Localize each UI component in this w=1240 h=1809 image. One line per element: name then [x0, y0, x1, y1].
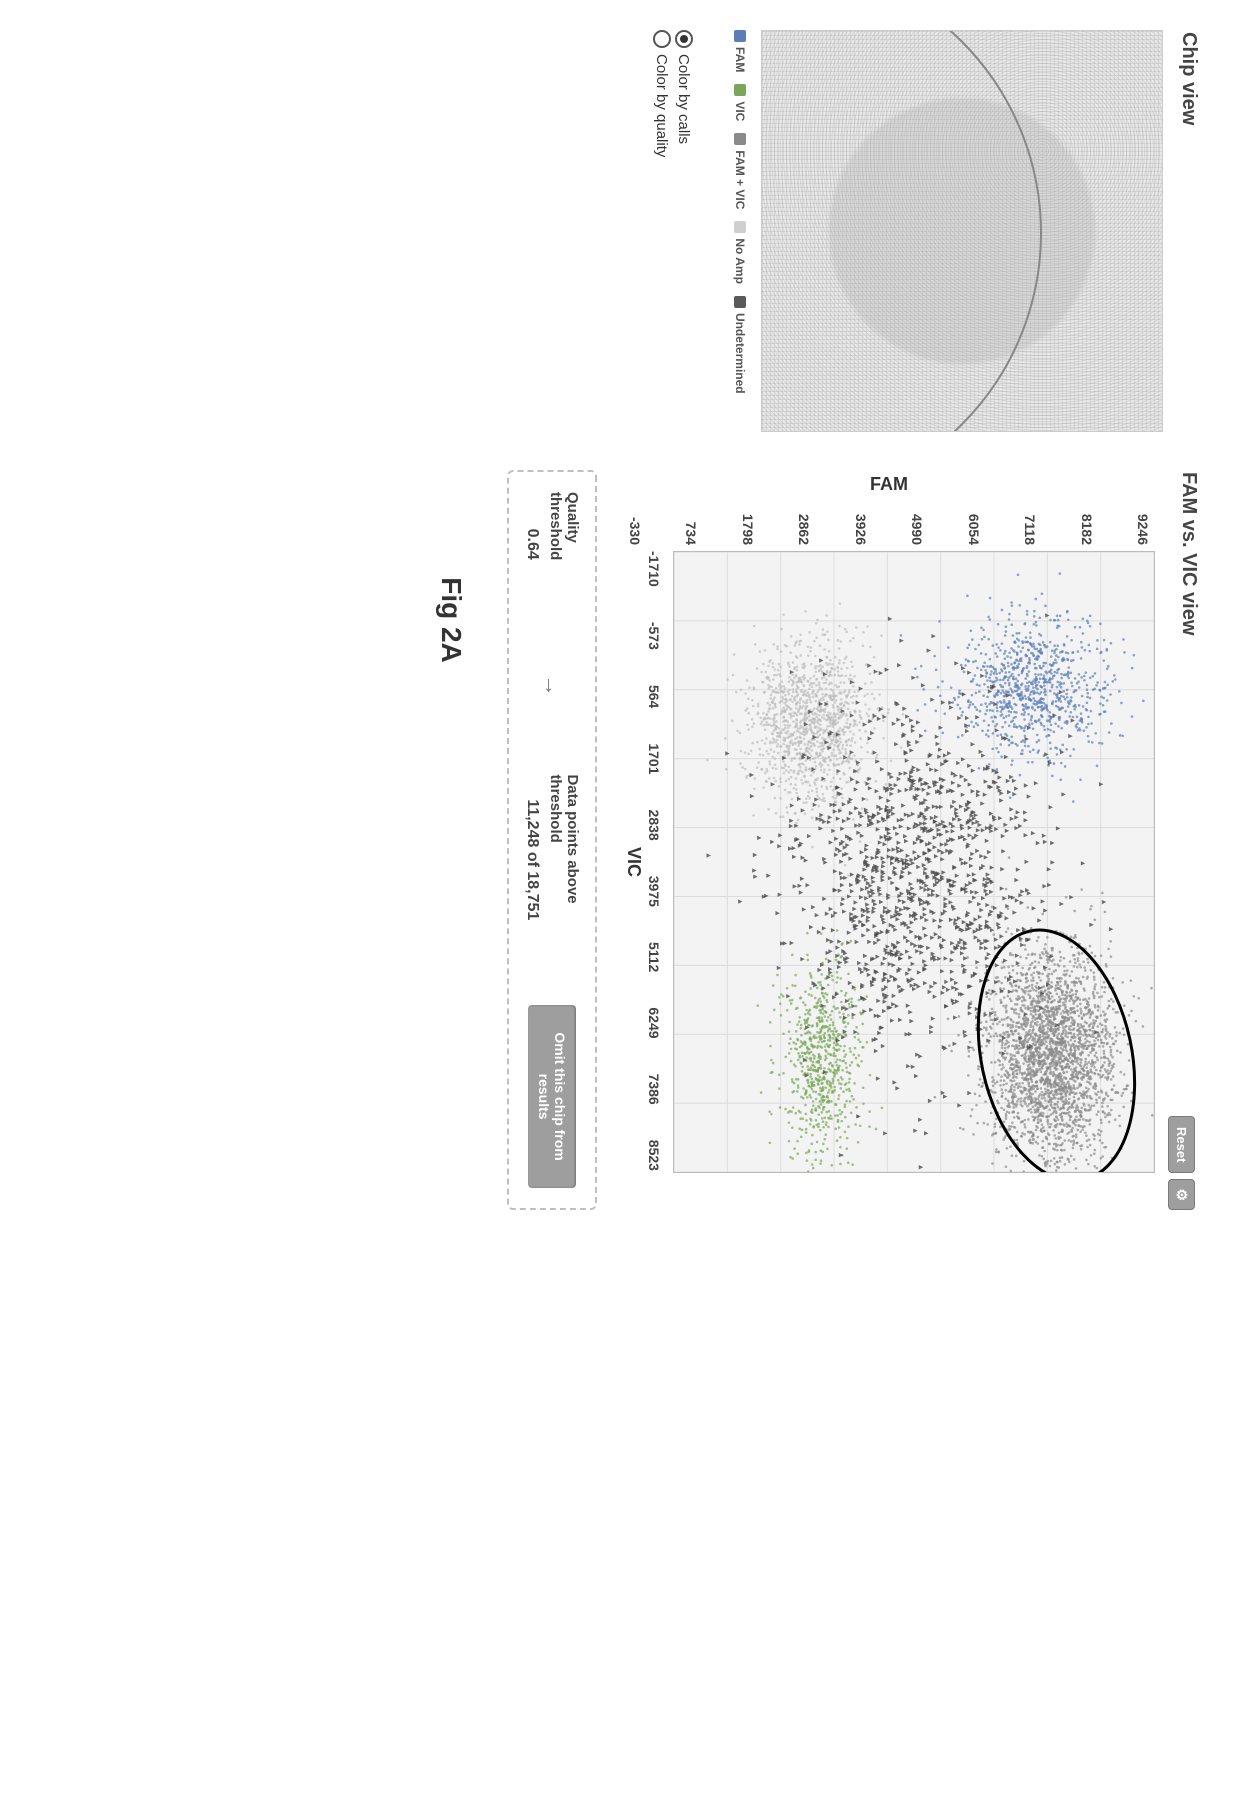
- y-tick: 7118: [1022, 495, 1038, 545]
- x-tick: 2838: [646, 810, 662, 841]
- figure-label: Fig 2A: [435, 30, 467, 1210]
- datapoints-title: Data points above threshold: [547, 774, 581, 945]
- radio-color-by-quality[interactable]: Color by quality: [653, 30, 671, 430]
- legend-label: VIC: [733, 101, 747, 121]
- radio-icon: [675, 30, 693, 48]
- legend-swatch: [734, 133, 746, 145]
- legend-label: Undetermined: [733, 313, 747, 394]
- y-tick: 6054: [966, 495, 982, 545]
- y-axis-ticks: 9246 8182 7118 6054 4990 3926 2862 1798 734 -330: [623, 495, 1155, 551]
- radio-color-by-calls[interactable]: Color by calls: [675, 30, 693, 430]
- chip-image[interactable]: [761, 30, 1163, 432]
- datapoints-col: Data points above threshold 11,248 of 18…: [523, 774, 581, 945]
- quality-threshold-title: Quality threshold: [547, 492, 581, 596]
- legend-label: FAM + VIC: [733, 150, 747, 209]
- scatter-title: FAM vs. VIC view: [1177, 472, 1200, 635]
- chip-image-arc: [761, 30, 1042, 432]
- x-tick: -573: [646, 622, 662, 650]
- arrow-icon: →: [539, 656, 565, 714]
- chip-view-panel: Chip view FAM VIC FAM + VIC No Amp Undetermi…: [649, 30, 1200, 430]
- color-mode-radios: Color by calls Color by quality: [653, 30, 693, 430]
- chip-legend: FAM VIC FAM + VIC No Amp Undetermined: [733, 30, 747, 430]
- y-tick: 9246: [1135, 495, 1151, 545]
- scatter-plot[interactable]: [673, 551, 1155, 1173]
- legend-label: No Amp: [733, 238, 747, 284]
- threshold-bar: Quality threshold 0.64 → Data points abo…: [507, 470, 597, 1210]
- radio-icon: [653, 30, 671, 48]
- y-tick: 1798: [740, 495, 756, 545]
- legend-item-fam: FAM: [733, 30, 747, 72]
- x-axis-label: VIC: [623, 551, 644, 1173]
- x-tick: 7386: [646, 1074, 662, 1105]
- x-tick: 3975: [646, 876, 662, 907]
- gear-icon: [1173, 1188, 1190, 1201]
- legend-swatch: [734, 296, 746, 308]
- y-axis-label: FAM: [623, 470, 1155, 495]
- legend-label: FAM: [733, 47, 747, 72]
- reset-button[interactable]: Reset: [1168, 1116, 1195, 1173]
- omit-chip-button[interactable]: Omit this chip from results: [528, 1005, 576, 1188]
- y-tick: 3926: [853, 495, 869, 545]
- y-tick: -330: [627, 495, 643, 545]
- scatter-toolbar: Reset: [1168, 1116, 1195, 1210]
- datapoints-value: 11,248 of 18,751: [523, 799, 541, 920]
- x-tick: 1701: [646, 743, 662, 774]
- x-tick: 6249: [646, 1007, 662, 1038]
- x-tick: 5112: [646, 942, 662, 972]
- y-tick: 8182: [1079, 495, 1095, 545]
- legend-item-no-amp: No Amp: [733, 221, 747, 284]
- settings-button[interactable]: [1168, 1179, 1195, 1210]
- scatter-panel: FAM vs. VIC view Reset FAM 9246 8182 7118 6…: [507, 470, 1200, 1210]
- legend-item-vic: VIC: [733, 84, 747, 121]
- x-tick: -1710: [646, 551, 662, 587]
- y-tick: 4990: [909, 495, 925, 545]
- y-tick: 734: [684, 495, 700, 545]
- legend-swatch: [734, 84, 746, 96]
- chip-view-title: Chip view: [1177, 32, 1200, 430]
- x-tick: 8523: [646, 1140, 662, 1171]
- legend-swatch: [734, 30, 746, 42]
- radio-label: Color by quality: [654, 54, 671, 157]
- x-tick: 564: [646, 685, 662, 708]
- quality-threshold-value: 0.64: [523, 529, 541, 560]
- legend-item-undetermined: Undetermined: [733, 296, 747, 394]
- x-axis-ticks: -1710 -573 564 1701 2838 3975 5112 6249 7386 8523: [646, 551, 668, 1171]
- legend-item-fam-vic: FAM + VIC: [733, 133, 747, 209]
- quality-threshold-col: Quality threshold 0.64: [523, 492, 581, 596]
- legend-swatch: [734, 221, 746, 233]
- y-tick: 2862: [796, 495, 812, 545]
- radio-label: Color by calls: [676, 54, 693, 144]
